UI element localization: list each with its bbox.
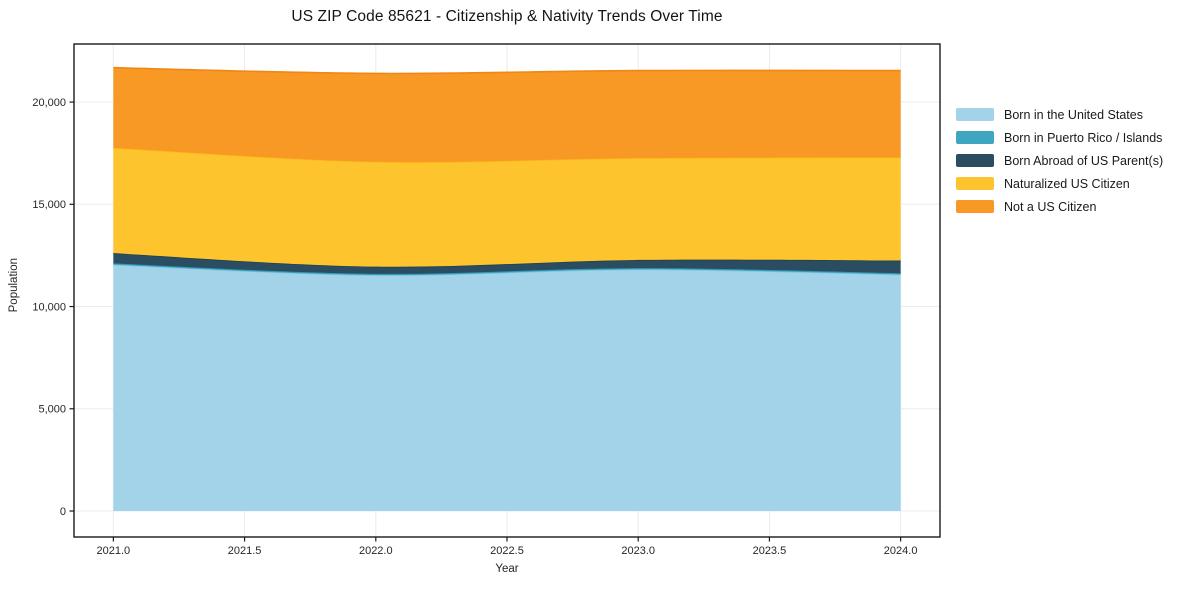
legend: Born in the United States Born in Puerto …: [956, 103, 1163, 218]
area-edge-line: [113, 66, 901, 75]
chart-title: US ZIP Code 85621 - Citizenship & Nativi…: [291, 8, 723, 25]
legend-label: Naturalized US Citizen: [1004, 176, 1130, 191]
area-band: [113, 67, 901, 163]
area-band: [113, 253, 901, 274]
y-tick-label: 5,000: [38, 404, 66, 416]
legend-item: Born in Puerto Rico / Islands: [956, 126, 1163, 149]
x-tick-label: 2024.0: [884, 545, 918, 557]
legend-label: Not a US Citizen: [1004, 199, 1097, 214]
x-tick-label: 2021.0: [97, 545, 131, 557]
legend-item: Not a US Citizen: [956, 195, 1163, 218]
legend-swatch-icon: [956, 108, 994, 121]
legend-label: Born in Puerto Rico / Islands: [1004, 130, 1163, 145]
x-tick-label: 2022.5: [490, 545, 524, 557]
x-tick-label: 2022.0: [359, 545, 393, 557]
legend-label: Born Abroad of US Parent(s): [1004, 153, 1164, 168]
x-axis-title: Year: [495, 563, 519, 575]
legend-item: Born Abroad of US Parent(s): [956, 149, 1163, 172]
legend-item: Born in the United States: [956, 103, 1163, 126]
y-tick-label: 10,000: [32, 301, 66, 313]
legend-swatch-icon: [956, 200, 994, 213]
y-tick-label: 0: [60, 506, 66, 518]
legend-swatch-icon: [956, 177, 994, 190]
x-tick-label: 2021.5: [228, 545, 262, 557]
legend-swatch-icon: [956, 154, 994, 167]
area-band: [113, 147, 901, 267]
y-tick-label: 15,000: [32, 199, 66, 211]
y-tick-label: 20,000: [32, 97, 66, 109]
area-band: [113, 264, 901, 512]
x-tick-label: 2023.5: [753, 545, 787, 557]
legend-swatch-icon: [956, 131, 994, 144]
x-tick-label: 2023.0: [621, 545, 655, 557]
legend-label: Born in the United States: [1004, 107, 1143, 122]
legend-item: Naturalized US Citizen: [956, 172, 1163, 195]
